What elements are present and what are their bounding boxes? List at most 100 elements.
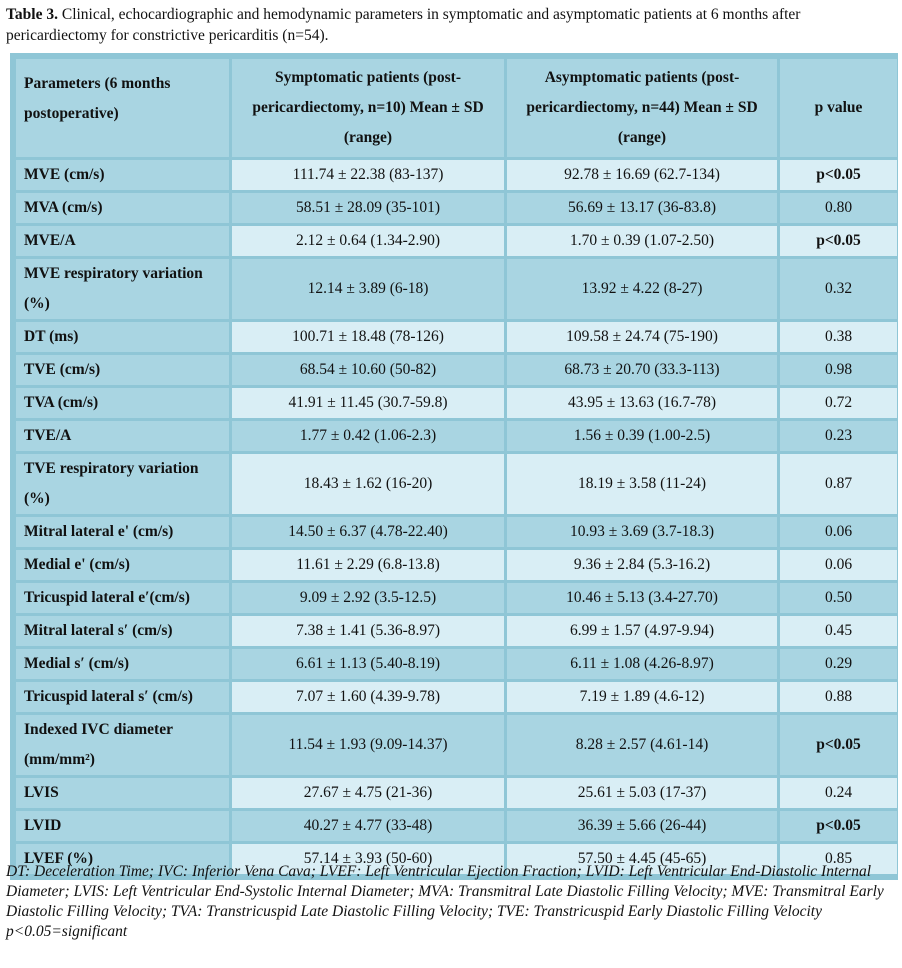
row-asymptomatic: 8.28 ± 2.57 (4.61-14) [507, 715, 777, 775]
row-asymptomatic: 1.70 ± 0.39 (1.07-2.50) [507, 226, 777, 256]
row-symptomatic: 9.09 ± 2.92 (3.5-12.5) [232, 583, 504, 613]
row-p-value: 0.85 [780, 844, 897, 874]
row-p-value: 0.80 [780, 193, 897, 223]
row-symptomatic: 11.54 ± 1.93 (9.09-14.37) [232, 715, 504, 775]
row-asymptomatic: 7.19 ± 1.89 (4.6-12) [507, 682, 777, 712]
row-symptomatic: 40.27 ± 4.77 (33-48) [232, 811, 504, 841]
header-symptomatic: Symptomatic patients (post-pericardiecto… [232, 59, 504, 157]
row-symptomatic: 12.14 ± 3.89 (6-18) [232, 259, 504, 319]
row-asymptomatic: 13.92 ± 4.22 (8-27) [507, 259, 777, 319]
table-row: Mitral lateral s′ (cm/s) 7.38 ± 1.41 (5.3… [16, 616, 897, 646]
row-symptomatic: 2.12 ± 0.64 (1.34-2.90) [232, 226, 504, 256]
row-p-value: p<0.05 [780, 811, 897, 841]
row-parameter: LVEF (%) [16, 844, 229, 874]
row-p-value: 0.45 [780, 616, 897, 646]
row-parameter: MVE/A [16, 226, 229, 256]
row-parameter: TVE respiratory variation (%) [16, 454, 229, 514]
row-asymptomatic: 56.69 ± 13.17 (36-83.8) [507, 193, 777, 223]
row-symptomatic: 14.50 ± 6.37 (4.78-22.40) [232, 517, 504, 547]
header-p-value: p value [780, 59, 897, 157]
table-row: MVE (cm/s) 111.74 ± 22.38 (83-137) 92.78 ±… [16, 160, 897, 190]
header-parameters: Parameters (6 months postoperative) [16, 59, 229, 157]
table-row: DT (ms) 100.71 ± 18.48 (78-126) 109.58 ± 2… [16, 322, 897, 352]
row-p-value: 0.32 [780, 259, 897, 319]
row-asymptomatic: 10.46 ± 5.13 (3.4-27.70) [507, 583, 777, 613]
row-p-value: 0.50 [780, 583, 897, 613]
row-p-value: p<0.05 [780, 715, 897, 775]
row-p-value: 0.87 [780, 454, 897, 514]
row-parameter: Indexed IVC diameter (mm/mm²) [16, 715, 229, 775]
row-asymptomatic: 9.36 ± 2.84 (5.3-16.2) [507, 550, 777, 580]
table-row: Medial s′ (cm/s) 6.61 ± 1.13 (5.40-8.19) 6… [16, 649, 897, 679]
table-row: Mitral lateral e' (cm/s) 14.50 ± 6.37 (4.… [16, 517, 897, 547]
row-symptomatic: 57.14 ± 3.93 (50-60) [232, 844, 504, 874]
table-row: TVA (cm/s) 41.91 ± 11.45 (30.7-59.8) 43.95… [16, 388, 897, 418]
row-p-value: 0.29 [780, 649, 897, 679]
row-symptomatic: 27.67 ± 4.75 (21-36) [232, 778, 504, 808]
row-parameter: TVA (cm/s) [16, 388, 229, 418]
row-parameter: Mitral lateral s′ (cm/s) [16, 616, 229, 646]
table-row: MVE/A 2.12 ± 0.64 (1.34-2.90) 1.70 ± 0.39 … [16, 226, 897, 256]
row-parameter: TVE (cm/s) [16, 355, 229, 385]
row-symptomatic: 11.61 ± 2.29 (6.8-13.8) [232, 550, 504, 580]
table-row: Tricuspid lateral s′ (cm/s) 7.07 ± 1.60 (… [16, 682, 897, 712]
row-parameter: Tricuspid lateral e′(cm/s) [16, 583, 229, 613]
row-parameter: Medial s′ (cm/s) [16, 649, 229, 679]
row-asymptomatic: 1.56 ± 0.39 (1.00-2.5) [507, 421, 777, 451]
row-p-value: 0.06 [780, 517, 897, 547]
data-table-frame: Parameters (6 months postoperative) Symp… [10, 53, 898, 880]
row-symptomatic: 6.61 ± 1.13 (5.40-8.19) [232, 649, 504, 679]
row-p-value: 0.06 [780, 550, 897, 580]
row-p-value: 0.23 [780, 421, 897, 451]
row-parameter: Mitral lateral e' (cm/s) [16, 517, 229, 547]
table-row: LVIS 27.67 ± 4.75 (21-36) 25.61 ± 5.03 (17… [16, 778, 897, 808]
row-asymptomatic: 92.78 ± 16.69 (62.7-134) [507, 160, 777, 190]
table-row: LVEF (%) 57.14 ± 3.93 (50-60) 57.50 ± 4.45… [16, 844, 897, 874]
row-symptomatic: 41.91 ± 11.45 (30.7-59.8) [232, 388, 504, 418]
row-symptomatic: 100.71 ± 18.48 (78-126) [232, 322, 504, 352]
table-row: MVE respiratory variation (%) 12.14 ± 3.8… [16, 259, 897, 319]
row-symptomatic: 7.38 ± 1.41 (5.36-8.97) [232, 616, 504, 646]
abbreviations-note: DT: Deceleration Time; IVC: Inferior Ven… [6, 863, 884, 920]
table-footnote: DT: Deceleration Time; IVC: Inferior Ven… [6, 862, 898, 942]
row-asymptomatic: 6.99 ± 1.57 (4.97-9.94) [507, 616, 777, 646]
row-parameter: Tricuspid lateral s′ (cm/s) [16, 682, 229, 712]
row-p-value: 0.88 [780, 682, 897, 712]
row-parameter: TVE/A [16, 421, 229, 451]
table-row: LVID 40.27 ± 4.77 (33-48) 36.39 ± 5.66 (26… [16, 811, 897, 841]
row-p-value: 0.24 [780, 778, 897, 808]
row-p-value: p<0.05 [780, 226, 897, 256]
row-asymptomatic: 25.61 ± 5.03 (17-37) [507, 778, 777, 808]
row-parameter: MVA (cm/s) [16, 193, 229, 223]
row-p-value: 0.98 [780, 355, 897, 385]
header-asymptomatic: Asymptomatic patients (post-pericardiect… [507, 59, 777, 157]
row-asymptomatic: 68.73 ± 20.70 (33.3-113) [507, 355, 777, 385]
row-p-value: 0.72 [780, 388, 897, 418]
row-symptomatic: 58.51 ± 28.09 (35-101) [232, 193, 504, 223]
significance-note: p<0.05=significant [6, 923, 128, 940]
row-asymptomatic: 10.93 ± 3.69 (3.7-18.3) [507, 517, 777, 547]
header-row: Parameters (6 months postoperative) Symp… [16, 59, 897, 157]
table-body: MVE (cm/s) 111.74 ± 22.38 (83-137) 92.78 ±… [16, 160, 897, 874]
row-asymptomatic: 6.11 ± 1.08 (4.26-8.97) [507, 649, 777, 679]
row-parameter: Medial e' (cm/s) [16, 550, 229, 580]
row-p-value: p<0.05 [780, 160, 897, 190]
table-row: Medial e' (cm/s) 11.61 ± 2.29 (6.8-13.8) 9… [16, 550, 897, 580]
row-asymptomatic: 43.95 ± 13.63 (16.7-78) [507, 388, 777, 418]
row-symptomatic: 1.77 ± 0.42 (1.06-2.3) [232, 421, 504, 451]
table-row: TVE/A 1.77 ± 0.42 (1.06-2.3) 1.56 ± 0.39 (… [16, 421, 897, 451]
row-asymptomatic: 109.58 ± 24.74 (75-190) [507, 322, 777, 352]
row-symptomatic: 7.07 ± 1.60 (4.39-9.78) [232, 682, 504, 712]
row-parameter: DT (ms) [16, 322, 229, 352]
row-symptomatic: 68.54 ± 10.60 (50-82) [232, 355, 504, 385]
row-parameter: LVIS [16, 778, 229, 808]
row-p-value: 0.38 [780, 322, 897, 352]
row-parameter: LVID [16, 811, 229, 841]
row-asymptomatic: 36.39 ± 5.66 (26-44) [507, 811, 777, 841]
row-parameter: MVE respiratory variation (%) [16, 259, 229, 319]
row-asymptomatic: 18.19 ± 3.58 (11-24) [507, 454, 777, 514]
caption-text: Clinical, echocardiographic and hemodyna… [6, 6, 801, 44]
row-asymptomatic: 57.50 ± 4.45 (45-65) [507, 844, 777, 874]
row-symptomatic: 111.74 ± 22.38 (83-137) [232, 160, 504, 190]
table-label: Table 3. [6, 6, 58, 23]
